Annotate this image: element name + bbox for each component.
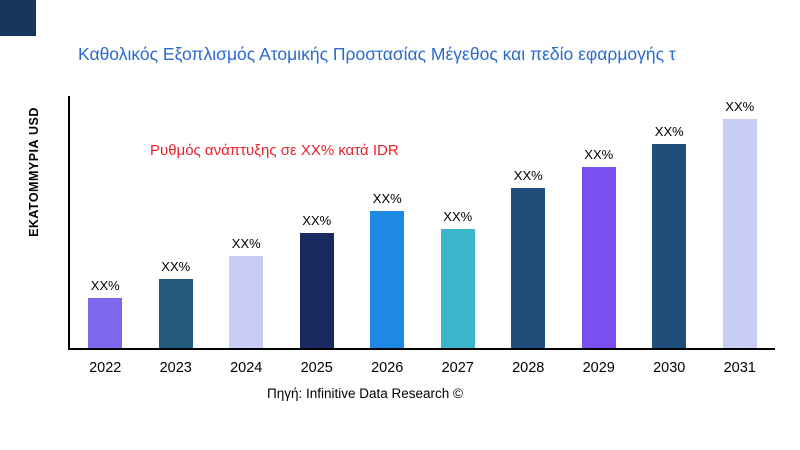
bars-container: XX% 2022 XX% 2023 XX% 2024 XX% 2025 XX% 2026 XX% 20… [70,96,775,376]
bar-group-2023: XX% 2023 [158,96,194,376]
bar-value-label-2024: XX% [231,236,261,252]
plot-area: XX% 2022 XX% 2023 XX% 2024 XX% 2025 XX% 2026 XX% 20… [68,96,775,376]
bar-value-label-2022: XX% [90,277,120,293]
bar-value-label-2031: XX% [725,98,755,114]
x-tick-2026: 2026 [371,360,404,376]
bar-2028 [511,187,546,348]
x-tick-2022: 2022 [89,360,122,376]
bar-value-label-2030: XX% [654,124,684,140]
bar-group-2028: XX% 2028 [510,96,546,376]
bar-group-2026: XX% 2026 [369,96,405,376]
x-tick-2027: 2027 [441,360,474,376]
x-tick-2028: 2028 [512,360,545,376]
bar-value-label-2029: XX% [584,147,614,163]
x-tick-2024: 2024 [230,360,263,376]
bar-value-label-2027: XX% [443,208,473,224]
bar-2031 [722,118,757,348]
bar-2024 [229,256,264,348]
brand-corner-square [0,0,36,36]
bar-2022 [88,297,123,348]
bar-value-label-2026: XX% [372,190,402,206]
bar-group-2024: XX% 2024 [228,96,264,376]
bar-value-label-2023: XX% [161,259,191,275]
bar-2027 [440,228,475,348]
bar-value-label-2028: XX% [513,167,543,183]
bar-value-label-2025: XX% [302,213,332,229]
x-tick-2029: 2029 [582,360,615,376]
bar-2030 [652,144,687,348]
x-tick-2030: 2030 [653,360,686,376]
x-tick-2025: 2025 [300,360,333,376]
chart-title: Καθολικός Εξοπλισμός Ατομικής Προστασίας… [78,44,676,64]
bar-group-2029: XX% 2029 [581,96,617,376]
bar-2025 [299,233,334,348]
bar-group-2027: XX% 2027 [440,96,476,376]
bar-group-2030: XX% 2030 [651,96,687,376]
bar-2029 [581,167,616,348]
growth-rate-annotation: Ρυθμός ανάπτυξης σε XX% κατά IDR [150,142,399,159]
x-tick-2031: 2031 [723,360,756,376]
bar-group-2022: XX% 2022 [87,96,123,376]
source-attribution: Πηγή: Infinitive Data Research © [266,386,464,401]
bar-group-2025: XX% 2025 [299,96,335,376]
bar-group-2031: XX% 2031 [722,96,758,376]
bar-2026 [370,210,405,348]
bar-2023 [158,279,193,348]
x-tick-2023: 2023 [159,360,192,376]
y-axis-label: ΕΚΑΤΟΜΜΥΡΙΑ USD [27,107,41,237]
